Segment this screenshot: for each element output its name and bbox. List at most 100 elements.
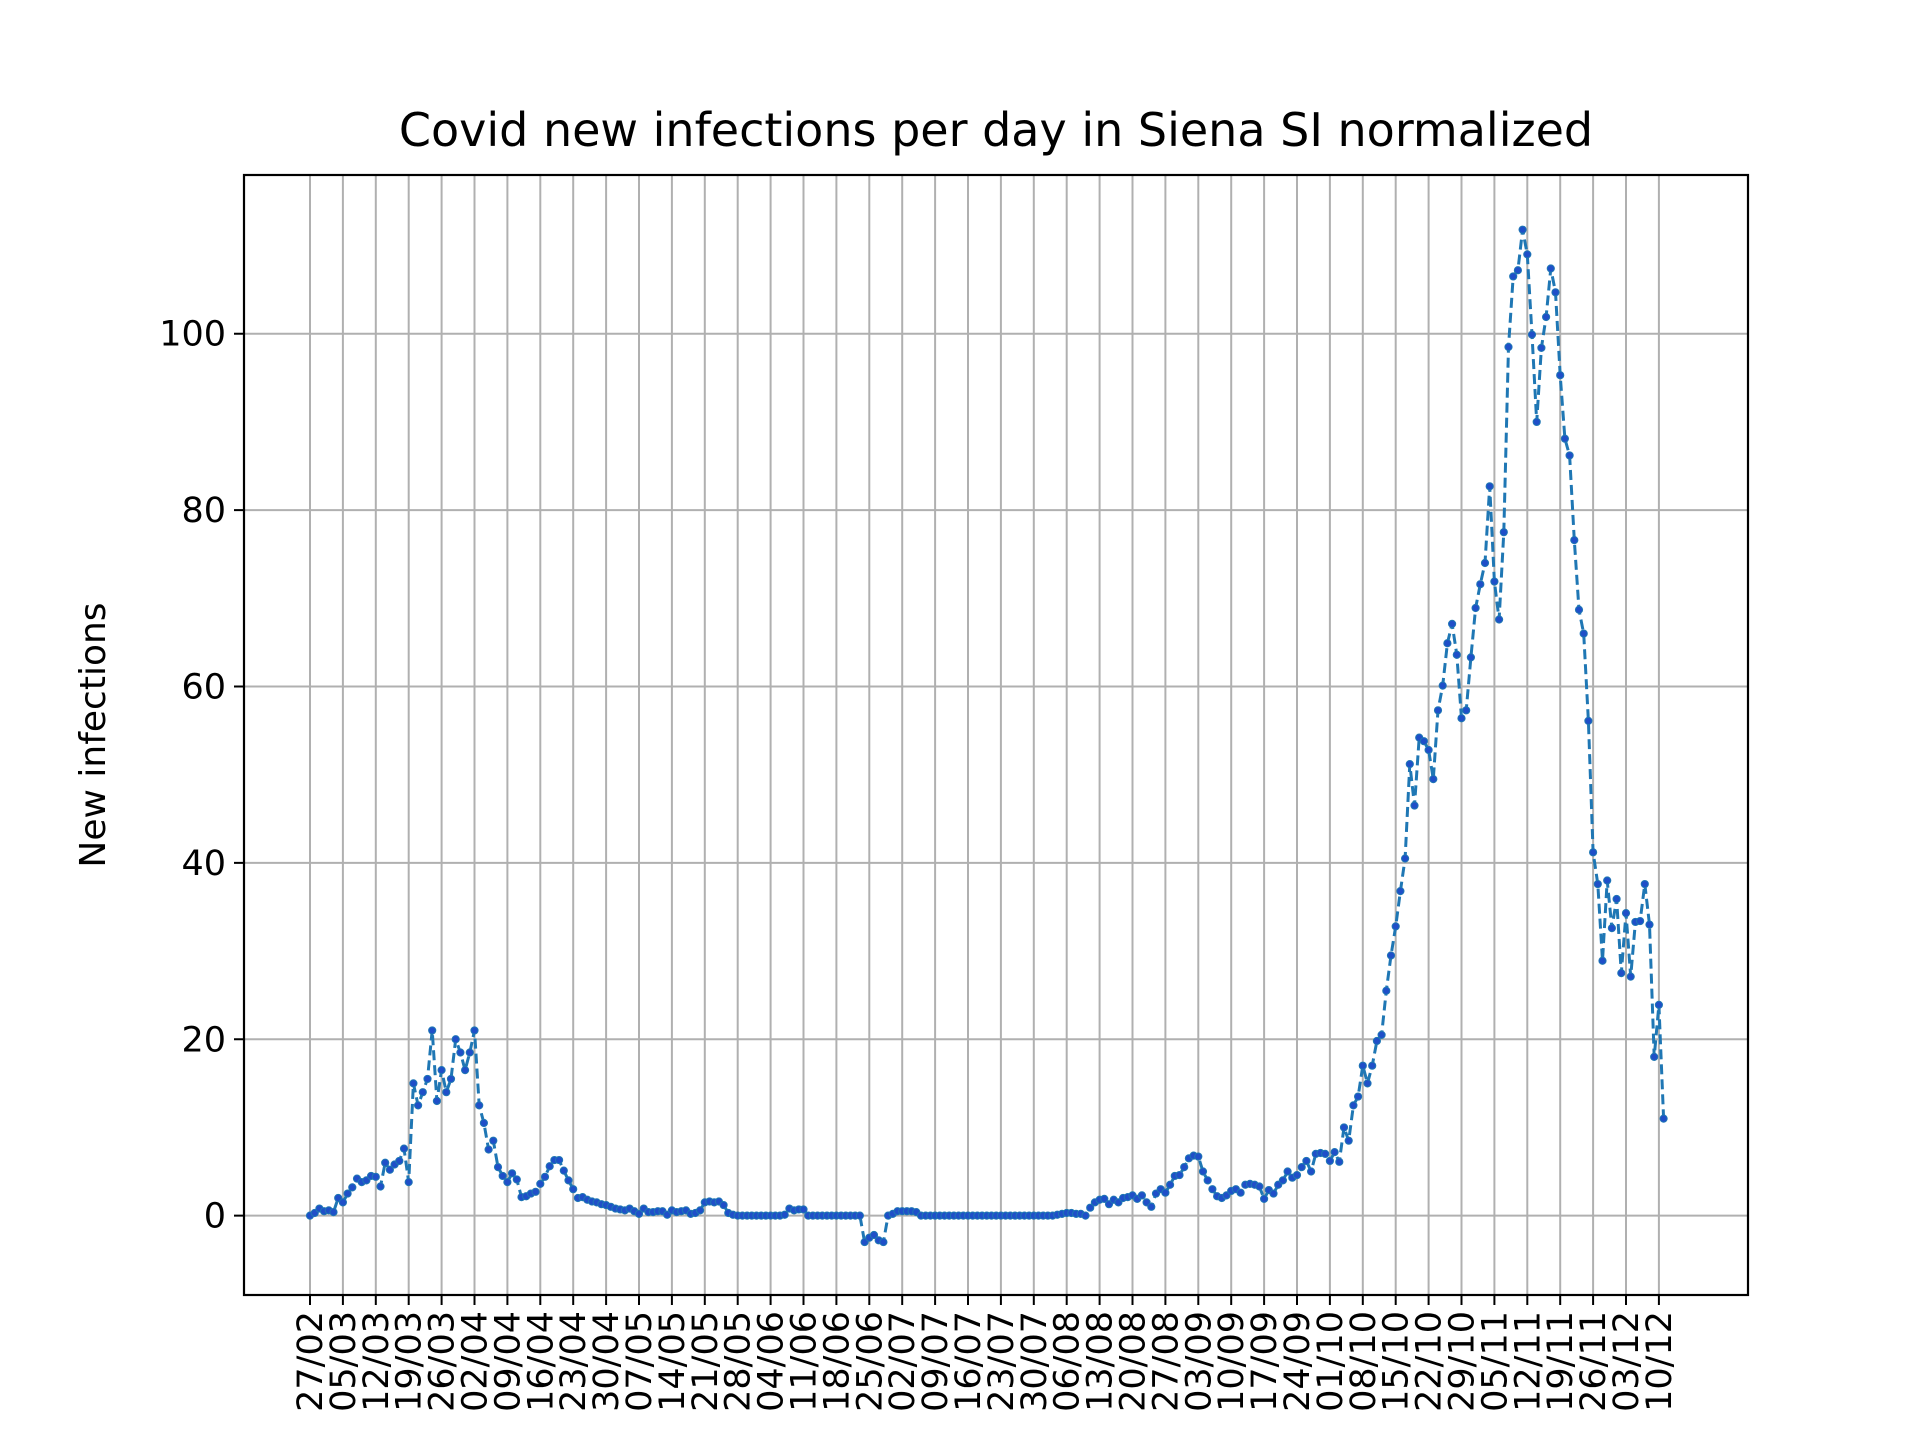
x-tick-label: 04/06 [752,1311,792,1412]
data-point [1180,1163,1189,1172]
x-tick-label: 21/05 [686,1311,726,1412]
data-point [1438,681,1447,690]
data-point [1203,1176,1212,1185]
data-point [1358,1061,1367,1070]
data-point [329,1208,338,1217]
data-point [507,1169,517,1178]
x-tick-label: 06/08 [1048,1311,1088,1412]
plot-frame [242,173,1750,1297]
data-point [1579,629,1588,638]
data-point [1617,969,1626,978]
data-point [719,1200,728,1210]
data-point [1194,1152,1203,1161]
data-point [1349,1101,1358,1110]
data-point [503,1178,512,1187]
data-point [1443,639,1452,648]
x-tick-label: 23/07 [982,1311,1022,1412]
x-tick-label: 01/10 [1311,1311,1351,1412]
data-point [1382,986,1391,995]
data-point [1401,854,1410,863]
series-new-infections [305,225,1668,1247]
chart-title: Covid new infections per day in Siena SI… [399,103,1593,157]
data-point [1509,272,1518,281]
data-point [1391,922,1400,931]
data-point [1307,1167,1316,1176]
data-point [1584,716,1593,725]
data-point [1424,745,1433,755]
x-tick-label: 28/05 [719,1311,759,1412]
data-point [1081,1211,1090,1220]
data-point [799,1205,808,1214]
data-point [1603,876,1612,885]
data-point [1372,1036,1382,1046]
data-point [395,1156,404,1166]
x-tick-label: 27/02 [291,1311,331,1412]
data-point [1339,1123,1349,1132]
data-point [348,1183,357,1192]
data-point [1260,1194,1269,1203]
x-tick-label: 13/08 [1081,1311,1121,1412]
data-point [1565,451,1574,460]
x-tick-label: 23/04 [554,1311,594,1412]
x-tick-label: 05/03 [324,1311,364,1412]
data-point [343,1189,352,1198]
data-point [1471,603,1480,613]
x-tick-label: 26/03 [423,1311,463,1412]
data-point [1466,653,1476,662]
data-point [1518,225,1527,234]
data-point [1513,266,1523,275]
x-tick-label: 12/11 [1508,1311,1548,1412]
data-point [1325,1156,1335,1166]
data-point [569,1185,578,1194]
data-point [489,1136,498,1145]
data-point [1495,615,1504,624]
data-point [1405,760,1414,769]
x-tick-label: 02/07 [883,1311,923,1412]
x-tick-label: 27/08 [1146,1311,1186,1412]
data-point [1269,1189,1278,1198]
data-point [1368,1061,1377,1070]
x-tick-label: 09/07 [916,1311,956,1412]
data-point [780,1210,789,1219]
x-tick-label: 02/04 [456,1311,496,1412]
data-point [432,1096,441,1106]
data-point [1147,1202,1156,1211]
data-point [1255,1182,1264,1191]
data-point [1354,1092,1363,1101]
data-point [536,1179,545,1188]
x-tick-label: 20/08 [1114,1311,1154,1412]
data-point [493,1163,503,1172]
x-tick-label: 24/09 [1278,1311,1318,1412]
x-tick-label: 29/10 [1443,1311,1483,1412]
data-point [371,1172,380,1181]
data-point [1636,916,1645,926]
data-point [564,1176,573,1185]
data-point [1621,909,1631,918]
data-point [404,1178,413,1187]
x-tick-label: 30/07 [1015,1311,1055,1412]
data-point [1344,1136,1353,1145]
data-point [1377,1030,1386,1039]
x-axis: 27/0205/0312/0319/0326/0302/0409/0416/04… [291,1295,1680,1412]
x-tick-label: 25/06 [850,1311,890,1412]
data-point [1419,737,1429,746]
y-tick-label: 20 [181,1020,226,1060]
data-point [1321,1149,1330,1158]
data-point [1570,536,1579,545]
data-point [437,1066,446,1075]
data-point [1175,1170,1184,1180]
data-point [1574,605,1584,614]
data-point [1612,894,1621,904]
x-tick-label: 10/12 [1640,1311,1680,1412]
data-point [696,1206,705,1215]
data-point [555,1155,564,1165]
data-point [1198,1167,1208,1176]
x-tick-label: 15/10 [1377,1311,1417,1412]
data-point [1650,1052,1659,1061]
data-point [1640,879,1649,889]
data-point [1523,250,1532,259]
data-point [399,1144,409,1153]
